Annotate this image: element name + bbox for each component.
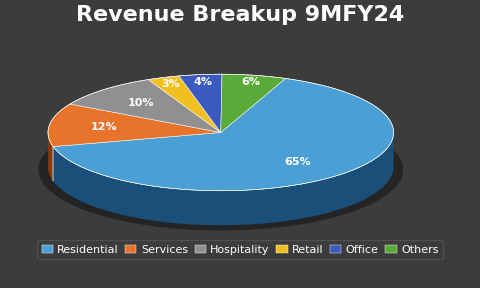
Ellipse shape	[48, 109, 394, 225]
Polygon shape	[148, 76, 221, 132]
Polygon shape	[53, 130, 394, 225]
Polygon shape	[221, 74, 286, 132]
Legend: Residential, Services, Hospitality, Retail, Office, Others: Residential, Services, Hospitality, Reta…	[37, 240, 443, 259]
Text: 3%: 3%	[161, 79, 180, 89]
Polygon shape	[179, 74, 222, 132]
Polygon shape	[48, 130, 53, 181]
Polygon shape	[48, 104, 221, 147]
Text: Revenue Breakup 9MFY24: Revenue Breakup 9MFY24	[76, 5, 404, 25]
Text: 10%: 10%	[128, 98, 154, 108]
Text: 6%: 6%	[241, 77, 260, 87]
Polygon shape	[70, 79, 221, 132]
Text: 65%: 65%	[285, 158, 311, 167]
Polygon shape	[53, 78, 394, 191]
Text: 12%: 12%	[91, 122, 118, 132]
Text: 4%: 4%	[193, 77, 212, 87]
Ellipse shape	[38, 109, 403, 230]
